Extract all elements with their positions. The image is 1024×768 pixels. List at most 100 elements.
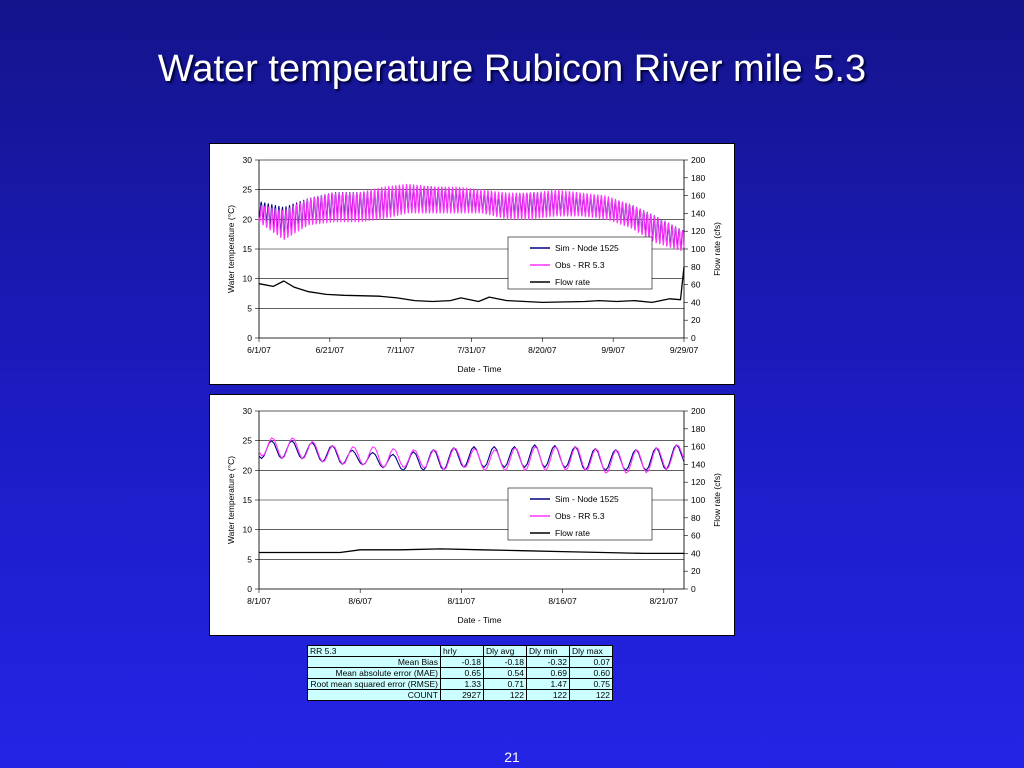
legend-label: Obs - RR 5.3: [555, 260, 605, 270]
y2-tick-label: 80: [691, 262, 701, 272]
y-tick-label: 30: [243, 155, 253, 165]
stats-cell: 0.07: [569, 656, 613, 668]
stats-cell: 0.65: [440, 667, 484, 679]
x-tick-label: 8/16/07: [548, 596, 577, 606]
legend-box: [507, 236, 653, 290]
legend-label: Sim - Node 1525: [555, 494, 619, 504]
y-tick-label: 15: [243, 495, 253, 505]
y-tick-label: 5: [247, 554, 252, 564]
series-flow-line: [259, 548, 684, 555]
stats-cell: 0.71: [483, 678, 527, 690]
stats-header-cell: hrly: [440, 645, 484, 657]
y2-tick-label: 200: [691, 406, 705, 416]
stats-cell: 122: [569, 689, 613, 701]
stats-cell: 0.60: [569, 667, 613, 679]
slide-title: Water temperature Rubicon River mile 5.3: [157, 48, 867, 90]
stats-row-label: Mean Bias: [307, 656, 441, 668]
stats-cell: -0.18: [440, 656, 484, 668]
x-tick-label: 7/31/07: [457, 345, 486, 355]
y-tick-label: 20: [243, 465, 253, 475]
series-obs-line: [258, 183, 685, 252]
stats-header-row: RR 5.3 hrly Dly avg Dly min Dly max: [307, 645, 613, 657]
legend-label: Flow rate: [555, 277, 590, 287]
stats-header-cell: Dly avg: [483, 645, 527, 657]
series-sim-line: [258, 440, 685, 471]
x-tick-label: 9/9/07: [601, 345, 625, 355]
stats-cell: 1.47: [526, 678, 570, 690]
x-axis-label: Date - Time: [458, 615, 502, 625]
chart-season-panel: 0 5 10 15 20 25 30 0 20 40 60 80 100 120 140 160 180 200 6…: [209, 143, 735, 385]
y-tick-label: 5: [247, 303, 252, 313]
y-tick-label: 25: [243, 436, 253, 446]
stats-header-cell: Dly min: [526, 645, 570, 657]
y2-tick-label: 0: [691, 584, 696, 594]
x-axis-label: Date - Time: [458, 364, 502, 374]
y2-tick-label: 20: [691, 315, 701, 325]
x-tick-label: 6/21/07: [316, 345, 345, 355]
x-tick-label: 8/11/07: [448, 596, 476, 606]
stats-cell: 2927: [440, 689, 484, 701]
stats-row: COUNT 2927 122 122 122: [307, 689, 613, 701]
y2-tick-label: 100: [691, 244, 705, 254]
y-tick-label: 0: [247, 333, 252, 343]
stats-cell: 0.69: [526, 667, 570, 679]
stats-row-label: Mean absolute error (MAE): [307, 667, 441, 679]
stats-row: Mean Bias -0.18 -0.18 -0.32 0.07: [307, 656, 613, 668]
y-tick-label: 15: [243, 244, 253, 254]
x-tick-label: 8/21/07: [650, 596, 679, 606]
y2-tick-label: 140: [691, 459, 705, 469]
x-tick-label: 8/1/07: [247, 596, 271, 606]
chart-season: 0 5 10 15 20 25 30 0 20 40 60 80 100 120 140 160 180 200 6…: [226, 155, 722, 374]
y-tick-label: 10: [243, 525, 253, 535]
y2-tick-label: 200: [691, 155, 705, 165]
y-axis-label: Water temperature (°C): [226, 205, 236, 293]
x-tick-label: 8/20/07: [528, 345, 557, 355]
y2-tick-label: 80: [691, 513, 701, 523]
x-tick-label: 7/11/07: [387, 345, 415, 355]
y2-tick-label: 120: [691, 477, 705, 487]
y2-tick-label: 60: [691, 531, 701, 541]
stats-header-cell: Dly max: [569, 645, 613, 657]
y2-tick-label: 20: [691, 566, 701, 576]
stats-cell: 122: [526, 689, 570, 701]
y2-tick-label: 160: [691, 191, 705, 201]
y-tick-label: 25: [243, 185, 253, 195]
y-tick-label: 30: [243, 406, 253, 416]
stats-row-label: COUNT: [307, 689, 441, 701]
statistics-table: RR 5.3 hrly Dly avg Dly min Dly max Mean Bias…: [307, 645, 613, 701]
stats-cell: 0.75: [569, 678, 613, 690]
stats-cell: 0.54: [483, 667, 527, 679]
x-tick-label: 8/6/07: [348, 596, 372, 606]
x-tick-label: 6/1/07: [247, 345, 271, 355]
y2-axis-label: Flow rate (cfs): [712, 473, 722, 527]
y2-tick-label: 140: [691, 208, 705, 218]
y-tick-label: 20: [243, 214, 253, 224]
y2-tick-label: 180: [691, 424, 705, 434]
y2-tick-label: 100: [691, 495, 705, 505]
y2-tick-label: 40: [691, 297, 701, 307]
y2-tick-label: 120: [691, 226, 705, 236]
stats-cell: 122: [483, 689, 527, 701]
page-number: 21: [504, 749, 520, 765]
series-flow-line: [258, 266, 685, 304]
stats-cell: -0.18: [483, 656, 527, 668]
y2-tick-label: 160: [691, 442, 705, 452]
chart-august-panel: 0 5 10 15 20 25 30 0 20 40 60 80 100 120 140 160 180 200 8…: [209, 394, 735, 636]
y-tick-label: 0: [247, 584, 252, 594]
legend-label: Flow rate: [555, 528, 590, 538]
legend-label: Sim - Node 1525: [555, 243, 619, 253]
y2-tick-label: 0: [691, 333, 696, 343]
y2-axis-label: Flow rate (cfs): [712, 222, 722, 276]
stats-row: Root mean squared error (RMSE) 1.33 0.71 1.…: [307, 678, 613, 690]
y-axis-label: Water temperature (°C): [226, 456, 236, 544]
y2-tick-label: 180: [691, 173, 705, 183]
x-tick-label: 9/29/07: [670, 345, 699, 355]
y-tick-label: 10: [243, 274, 253, 284]
legend-box: [507, 487, 653, 541]
chart-august: 0 5 10 15 20 25 30 0 20 40 60 80 100 120 140 160 180 200 8…: [226, 406, 722, 625]
legend-label: Obs - RR 5.3: [555, 511, 605, 521]
stats-cell: -0.32: [526, 656, 570, 668]
stats-row-label: Root mean squared error (RMSE): [307, 678, 441, 690]
stats-header-cell: RR 5.3: [307, 645, 441, 657]
series-obs-line: [258, 437, 685, 474]
